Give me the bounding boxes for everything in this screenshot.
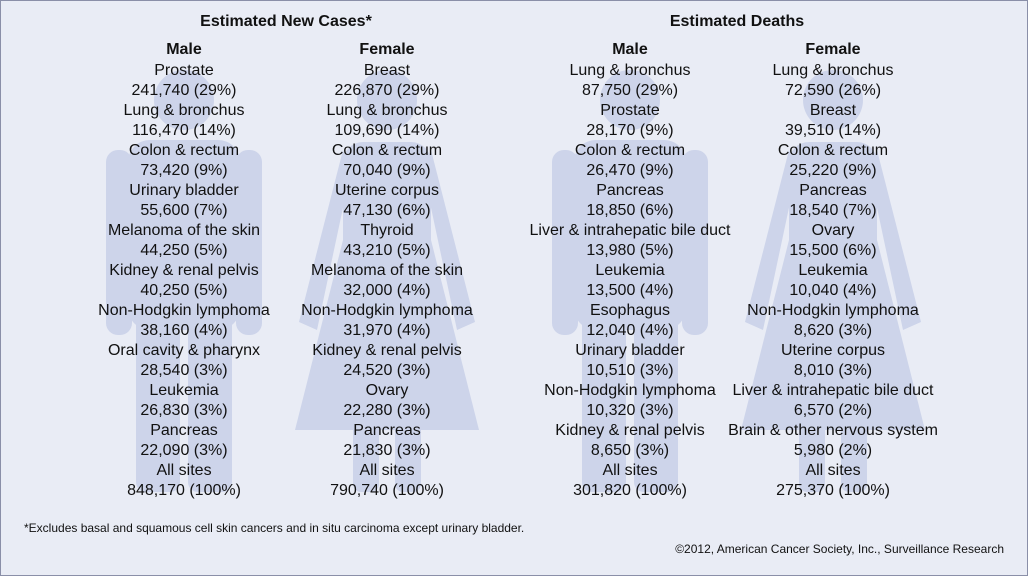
cancer-site: Kidney & renal pelvis	[109, 262, 258, 279]
case-count: 13,980 (5%)	[586, 242, 673, 259]
case-count: 5,980 (2%)	[794, 442, 872, 459]
cancer-site: Colon & rectum	[332, 142, 442, 159]
cancer-site: Esophagus	[590, 302, 670, 319]
cancer-site: Breast	[810, 102, 857, 119]
cancer-site: Urinary bladder	[129, 182, 239, 199]
cancer-site: Leukemia	[149, 382, 218, 399]
case-count: 790,740 (100%)	[330, 482, 444, 499]
case-count: 22,280 (3%)	[343, 402, 430, 419]
cancer-site: Uterine corpus	[335, 182, 439, 199]
case-count: 226,870 (29%)	[335, 82, 440, 99]
cancer-site: Kidney & renal pelvis	[312, 342, 461, 359]
case-count: 28,540 (3%)	[140, 362, 227, 379]
case-count: 73,420 (9%)	[140, 162, 227, 179]
cancer-site: Urinary bladder	[575, 342, 685, 359]
case-count: 38,160 (4%)	[140, 322, 227, 339]
cancer-site: Melanoma of the skin	[311, 262, 463, 279]
cancer-site: Prostate	[154, 62, 214, 79]
cancer-site: Pancreas	[799, 182, 867, 199]
case-count: 25,220 (9%)	[789, 162, 876, 179]
cancer-site: Breast	[364, 62, 411, 79]
case-count: 21,830 (3%)	[343, 442, 430, 459]
cancer-site: Lung & bronchus	[124, 102, 245, 119]
case-count: 72,590 (26%)	[785, 82, 881, 99]
case-count: 55,600 (7%)	[140, 202, 227, 219]
cancer-site: Prostate	[600, 102, 660, 119]
cancer-site: Pancreas	[150, 422, 218, 439]
section-title: Estimated Deaths	[670, 13, 804, 30]
cancer-site: All sites	[156, 462, 211, 479]
case-count: 26,470 (9%)	[586, 162, 673, 179]
column-header: Female	[805, 41, 860, 58]
case-count: 10,320 (3%)	[586, 402, 673, 419]
column-header: Female	[359, 41, 414, 58]
case-count: 40,250 (5%)	[140, 282, 227, 299]
case-count: 6,570 (2%)	[794, 402, 872, 419]
case-count: 70,040 (9%)	[343, 162, 430, 179]
cancer-site: Thyroid	[360, 222, 413, 239]
case-count: 8,650 (3%)	[591, 442, 669, 459]
cancer-site: Kidney & renal pelvis	[555, 422, 704, 439]
cancer-site: Lung & bronchus	[773, 62, 894, 79]
case-count: 39,510 (14%)	[785, 122, 881, 139]
cancer-site: Oral cavity & pharynx	[108, 342, 260, 359]
case-count: 32,000 (4%)	[343, 282, 430, 299]
case-count: 301,820 (100%)	[573, 482, 687, 499]
cancer-site: Pancreas	[596, 182, 664, 199]
section-title: Estimated New Cases*	[200, 13, 372, 30]
case-count: 848,170 (100%)	[127, 482, 241, 499]
cancer-site: Leukemia	[595, 262, 664, 279]
case-count: 31,970 (4%)	[343, 322, 430, 339]
cancer-site: Colon & rectum	[575, 142, 685, 159]
case-count: 43,210 (5%)	[343, 242, 430, 259]
case-count: 28,170 (9%)	[586, 122, 673, 139]
case-count: 44,250 (5%)	[140, 242, 227, 259]
case-count: 24,520 (3%)	[343, 362, 430, 379]
case-count: 8,010 (3%)	[794, 362, 872, 379]
copyright: ©2012, American Cancer Society, Inc., Su…	[675, 542, 1004, 556]
case-count: 26,830 (3%)	[140, 402, 227, 419]
case-count: 47,130 (6%)	[343, 202, 430, 219]
column-header: Male	[612, 41, 648, 58]
cancer-site: Colon & rectum	[129, 142, 239, 159]
case-count: 109,690 (14%)	[335, 122, 440, 139]
case-count: 241,740 (29%)	[132, 82, 237, 99]
cancer-site: Uterine corpus	[781, 342, 885, 359]
case-count: 87,750 (29%)	[582, 82, 678, 99]
case-count: 12,040 (4%)	[586, 322, 673, 339]
case-count: 275,370 (100%)	[776, 482, 890, 499]
case-count: 22,090 (3%)	[140, 442, 227, 459]
cancer-site: All sites	[602, 462, 657, 479]
cancer-site: Liver & intrahepatic bile duct	[530, 222, 732, 239]
cancer-site: All sites	[359, 462, 414, 479]
cancer-site: Ovary	[812, 222, 855, 239]
case-count: 8,620 (3%)	[794, 322, 872, 339]
case-count: 116,470 (14%)	[132, 122, 236, 139]
case-count: 10,040 (4%)	[789, 282, 876, 299]
cancer-site: Colon & rectum	[778, 142, 888, 159]
footnote: *Excludes basal and squamous cell skin c…	[24, 521, 524, 535]
case-count: 18,540 (7%)	[789, 202, 876, 219]
cancer-site: Pancreas	[353, 422, 421, 439]
cancer-site: Ovary	[366, 382, 409, 399]
cancer-site: All sites	[805, 462, 860, 479]
cancer-site: Lung & bronchus	[570, 62, 691, 79]
case-count: 15,500 (6%)	[789, 242, 876, 259]
cancer-site: Brain & other nervous system	[728, 422, 938, 439]
case-count: 13,500 (4%)	[586, 282, 673, 299]
cancer-site: Leukemia	[798, 262, 867, 279]
cancer-site: Non-Hodgkin lymphoma	[98, 302, 270, 319]
case-count: 18,850 (6%)	[586, 202, 673, 219]
case-count: 10,510 (3%)	[586, 362, 673, 379]
column-header: Male	[166, 41, 202, 58]
cancer-site: Melanoma of the skin	[108, 222, 260, 239]
cancer-site: Non-Hodgkin lymphoma	[301, 302, 473, 319]
cancer-site: Non-Hodgkin lymphoma	[544, 382, 716, 399]
cancer-site: Lung & bronchus	[327, 102, 448, 119]
cancer-site: Non-Hodgkin lymphoma	[747, 302, 919, 319]
cancer-site: Liver & intrahepatic bile duct	[733, 382, 935, 399]
